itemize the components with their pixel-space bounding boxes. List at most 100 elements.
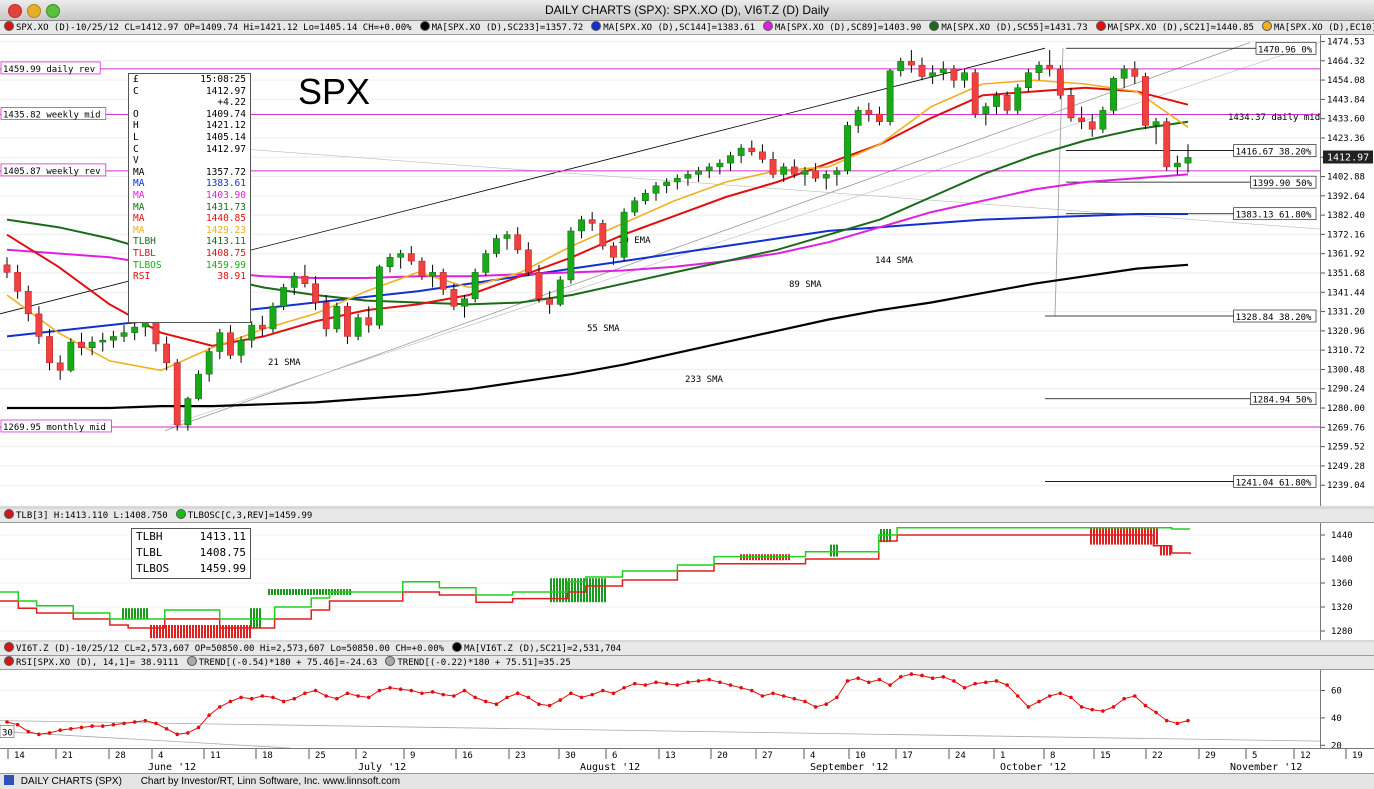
legend-color-dot-icon[interactable] [4,656,14,666]
tlb-up-bar [556,578,558,603]
legend-color-dot-icon[interactable] [4,509,14,519]
info-row: TLBOS 1459.99 [129,260,250,272]
date-axis[interactable]: 14 21 28 4 11 18 25 2 9 16 23 30 6 13 20 27 4 10 17 24 1 8 15 2… [0,748,1374,774]
rsi-point [1143,703,1148,708]
price-tick-label: 1280.00 [1327,404,1365,414]
tlb-up-bar [550,578,552,603]
legend-color-dot-icon[interactable] [763,21,773,31]
info-row: MA 1440.85 [129,213,250,225]
tlb-chart-svg[interactable] [0,523,1320,640]
tlb-down-bar [1147,527,1149,545]
legend-color-dot-icon[interactable] [452,642,463,652]
tlb-up-bar [325,589,327,595]
moving-average-ema10-line [6,79,1189,372]
price-axis-svg: 1474.53 1464.32 1454.08 1443.84 1433.60 1423.… [1321,38,1373,491]
zoom-window-button[interactable] [46,4,60,18]
close-window-button[interactable] [8,4,22,18]
tlb-down-bar [1123,527,1125,545]
legend-item[interactable]: MA[SPX.XO (D),SC144]=1383.61 [587,21,755,34]
rsi-panel[interactable]: 30 [0,670,1321,749]
rsi-point [675,683,680,687]
tlb-up-bar [134,608,136,619]
fib-label: 1399.90 50% [1252,179,1312,189]
minimize-window-button[interactable] [27,4,41,18]
tlb-axis[interactable]: 1440 1400 1360 1320 1280 [1320,523,1374,640]
info-row: C 1412.97 [129,144,250,156]
legend-item[interactable]: TLBOSC[C,3,REV]=1459.99 [172,509,313,522]
tlb-panel[interactable] [0,523,1320,640]
legend-color-dot-icon[interactable] [929,21,940,31]
pivot-label: 1434.37 daily mid [1228,113,1320,123]
fib-label-box [1233,207,1317,221]
tlb-up-bar [298,589,300,595]
legend-item[interactable]: VI6T.Z (D)-10/25/12 CL=2,573,607 OP=5085… [0,642,444,655]
legend-color-dot-icon[interactable] [419,21,430,31]
tlb-up-bar [301,589,303,595]
rsi-point [196,725,201,730]
legend-color-dot-icon[interactable] [1261,21,1272,31]
legend-item[interactable]: RSI[SPX.XO (D), 14,1]= 38.9111 [0,656,179,669]
tlb-up-bar [286,589,288,595]
candle-body [227,332,234,356]
legend-item[interactable]: TREND[(-0.22)*180 + 75.51]=35.25 [381,656,571,669]
rsi-point [122,721,126,726]
legend-item[interactable]: MA[VI6T.Z (D),SC21]=2,531,704 [448,642,621,655]
legend-item[interactable]: SPX.XO (D)-10/25/12 CL=1412.97 OP=1409.7… [0,21,412,34]
info-row: C 1412.97 [129,86,250,98]
legend-item[interactable]: MA[SPX.XO (D),SC233]=1357.72 [416,21,583,34]
legend-color-dot-icon[interactable] [385,656,396,666]
footer-app-label[interactable]: DAILY CHARTS (SPX) [20,776,122,787]
rsi-legend: RSI[SPX.XO (D), 14,1]= 38.9111 TREND[(-0.… [0,656,1374,670]
legend-color-dot-icon[interactable] [1095,21,1106,31]
tlb-down-bar [1141,527,1143,545]
legend-text: MA[SPX.XO (D),SC144]=1383.61 [603,23,755,33]
tlb-down-bar [1166,545,1168,556]
date-tick-label: 12 [1300,751,1311,761]
info-key: TLBOS [136,562,170,575]
tlb-up-bar [268,589,270,595]
legend-color-dot-icon[interactable] [591,21,602,31]
legend-text: TLBOSC[C,3,REV]=1459.99 [187,511,313,521]
legend-color-dot-icon[interactable] [175,509,186,519]
legend-color-dot-icon[interactable] [186,656,197,666]
price-axis[interactable]: 1474.53 1464.32 1454.08 1443.84 1433.60 1423.… [1320,35,1374,506]
legend-item[interactable]: TREND[(-0.54)*180 + 75.46]=-24.63 [183,656,377,669]
moving-average-sma21-line [6,86,1189,347]
rsi-point [111,722,116,727]
legend-item[interactable]: TLB[3] H:1413.110 L:1408.750 [0,509,168,522]
tlb-down-bar [240,625,242,639]
tlb-up-bar [289,589,291,595]
candle-body [897,61,905,72]
tlb-up-bar [559,578,561,603]
rsi-chart-svg[interactable]: 30 [0,670,1321,749]
info-key: C [133,85,139,97]
rsi-point [1111,705,1116,709]
legend-color-dot-icon[interactable] [4,21,14,31]
rsi-point [994,679,999,683]
legend-item[interactable]: MA[SPX.XO (D),SC89]=1403.90 [759,21,921,34]
date-tick-label: 10 [855,751,866,761]
rsi-point [132,720,137,724]
price-panel[interactable]: 1459.99 daily rev 1435.82 weekly mid 1405.… [0,35,1320,506]
tlb-down-bar [192,625,194,639]
candle-body [1003,95,1011,111]
candle-body [3,264,11,273]
price-tick-label: 1320.96 [1327,327,1365,337]
tlb-down-bar [1114,527,1116,545]
legend-item[interactable]: MA[SPX.XO (D),EC10]=1429.23 [1258,21,1374,34]
ma-label: 10 EMA [618,236,651,246]
legend-item[interactable]: MA[SPX.XO (D),SC55]=1431.73 [925,21,1088,34]
legend-item[interactable]: MA[SPX.XO (D),SC21]=1440.85 [1092,21,1254,34]
candle-body [535,272,543,300]
legend-color-dot-icon[interactable] [4,642,14,652]
last-price-label: 1412.97 [1327,153,1369,164]
last-price-box [1323,150,1373,164]
rsi-axis[interactable]: 60 40 20 [1320,670,1374,751]
info-value: 1408.75 [205,247,246,259]
fib-label: 1470.96 0% [1258,45,1313,55]
price-tick-label: 1239.04 [1327,481,1365,491]
rsi-tick-label: 20 [1331,741,1342,748]
candle-body [759,151,766,160]
tlb-down-bar [225,625,227,639]
moving-average-sma233-line [7,263,1189,410]
